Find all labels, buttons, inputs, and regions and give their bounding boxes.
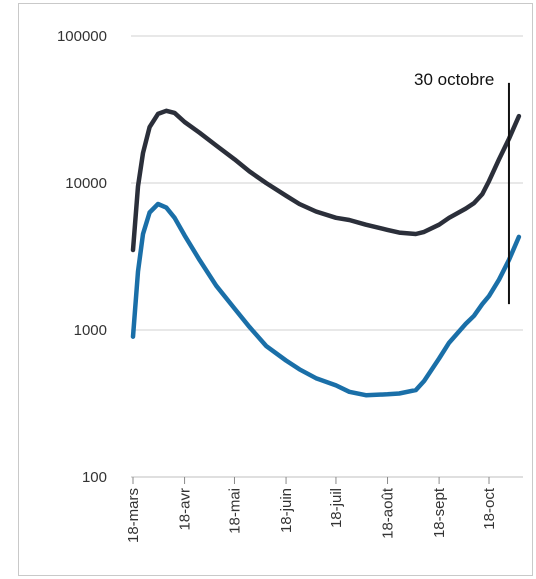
x-tick-label: 18-mars (125, 488, 142, 543)
x-axis: 18-mars 18-avr 18-mai 18-juin 18-juil 18-août… (125, 476, 523, 543)
date-annotation: 30 octobre (414, 70, 510, 305)
x-tick-label: 18-août (380, 487, 397, 539)
y-tick-label: 10000 (65, 175, 107, 192)
x-tick-label: 18-juin (278, 488, 295, 533)
x-tick-label: 18-avr (177, 488, 194, 531)
y-tick-label: 1000 (74, 322, 107, 339)
y-axis-tick-labels: 100 1000 10000 100000 (57, 28, 107, 486)
x-tick-label: 18-sept (431, 487, 448, 538)
x-tick-label: 18-oct (481, 487, 498, 530)
data-series (130, 108, 522, 398)
x-tick-label: 18-juil (328, 488, 345, 528)
chart-frame (18, 3, 533, 576)
annotation-label: 30 octobre (414, 70, 494, 89)
series-line-blue (130, 201, 522, 398)
y-tick-label: 100 (82, 469, 107, 486)
x-tick-label: 18-mai (226, 488, 243, 534)
series-line-dark (130, 108, 522, 253)
gridlines (131, 35, 523, 478)
y-tick-label: 100000 (57, 28, 107, 45)
